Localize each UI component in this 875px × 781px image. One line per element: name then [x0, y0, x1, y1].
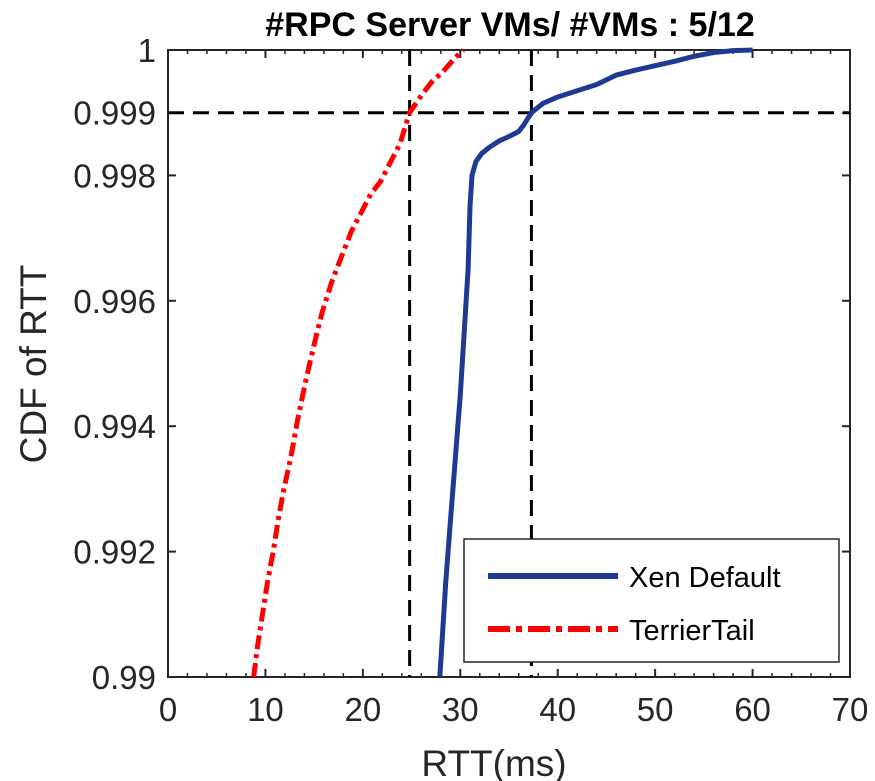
x-tick-label: 10: [247, 691, 284, 728]
reference-lines: [168, 50, 850, 677]
legend-box: [463, 538, 840, 663]
x-axis-label: RTT(ms): [421, 743, 566, 781]
y-tick-label: 0.998: [73, 157, 156, 194]
x-tick-label: 0: [159, 691, 177, 728]
y-axis-label: CDF of RTT: [13, 265, 54, 464]
series-line-xen-default: [437, 47, 753, 678]
legend-label-xen-default: Xen Default: [629, 562, 781, 594]
y-tick-label: 0.99: [92, 659, 156, 696]
y-tick-label: 0.992: [73, 534, 156, 571]
legend-label-terriertail: TerrierTail: [629, 615, 755, 647]
x-tick-label: 50: [637, 691, 674, 728]
x-axis-ticks: 0 10 20 30 40 50 60 70: [159, 50, 869, 728]
y-tick-label: 0.994: [73, 408, 156, 445]
x-tick-label: 20: [344, 691, 381, 728]
y-tick-label: 0.999: [73, 95, 156, 132]
chart-title: #RPC Server VMs/ #VMs : 5/12: [265, 6, 754, 44]
x-tick-label: 70: [832, 691, 869, 728]
y-axis-ticks: 0.99 0.992 0.994 0.996 0.998 0.999 1: [73, 32, 850, 696]
x-tick-label: 60: [734, 691, 771, 728]
legend: Xen Default TerrierTail: [463, 538, 840, 663]
series-line-terriertail: [251, 48, 465, 678]
plot-area-frame: [167, 49, 851, 678]
x-tick-label: 30: [442, 691, 479, 728]
data-series: [251, 47, 753, 678]
y-tick-label: 1: [138, 32, 156, 69]
x-tick-label: 40: [539, 691, 576, 728]
y-tick-label: 0.996: [73, 283, 156, 320]
